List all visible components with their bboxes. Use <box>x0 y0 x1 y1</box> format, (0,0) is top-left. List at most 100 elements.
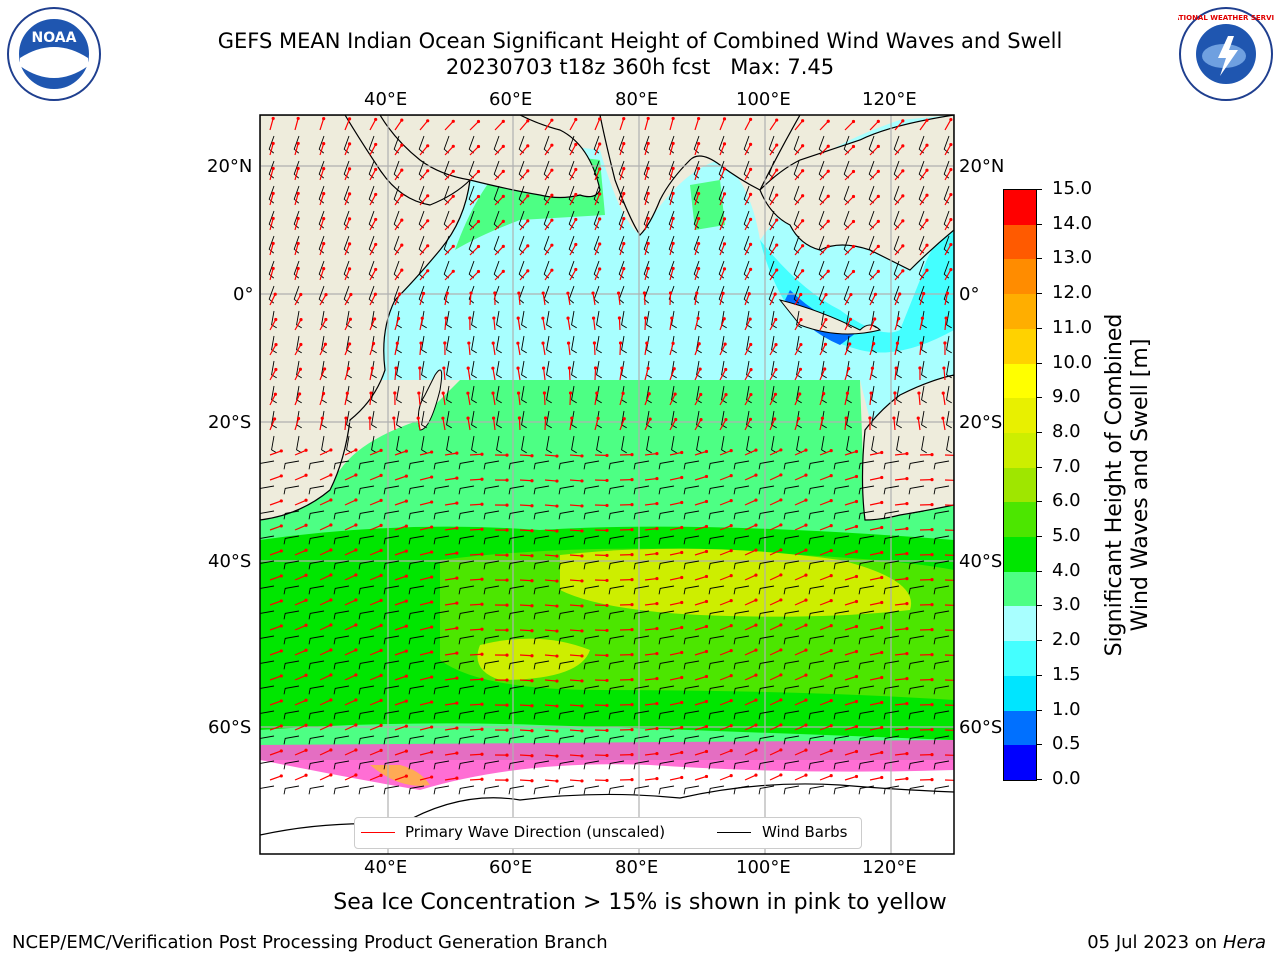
wave-direction-arrowhead <box>347 167 352 171</box>
wind-barb <box>458 660 475 670</box>
colorbar-tick-mark <box>1036 223 1042 225</box>
colorbar-tick-mark <box>1036 258 1042 260</box>
wave-direction-arrowhead <box>404 499 408 503</box>
wind-barb <box>596 435 602 454</box>
wave-direction-arrow <box>944 293 949 306</box>
wave-direction-arrow <box>844 625 857 631</box>
wave-direction-arrow <box>344 724 357 731</box>
wind-barb <box>433 585 450 595</box>
wave-direction-arrowhead <box>329 523 333 527</box>
wave-direction-arrow <box>619 143 625 156</box>
wave-direction-arrowhead <box>541 366 546 370</box>
wind-barb <box>896 360 902 379</box>
wave-direction-arrow <box>592 318 596 331</box>
wave-direction-arrowhead <box>774 343 778 347</box>
wave-direction-arrow <box>493 317 496 331</box>
wave-direction-arrowhead <box>672 367 676 371</box>
wave-direction-arrow <box>744 449 757 456</box>
wave-direction-arrow <box>294 474 307 481</box>
wave-direction-arrow <box>644 527 657 531</box>
wave-direction-arrow <box>544 219 553 231</box>
wave-direction-arrow <box>269 193 274 206</box>
wave-direction-arrowhead <box>630 777 634 782</box>
wave-direction-arrow <box>694 575 707 581</box>
wind-barb <box>808 660 825 670</box>
wave-direction-arrowhead <box>598 142 602 146</box>
wave-direction-arrowhead <box>530 554 534 558</box>
wave-direction-arrowhead <box>722 317 726 321</box>
wave-direction-arrowhead <box>630 652 634 657</box>
wave-direction-arrow <box>844 196 854 206</box>
wave-direction-arrowhead <box>567 366 572 370</box>
wave-direction-arrow <box>694 419 702 431</box>
wave-direction-arrowhead <box>329 623 333 627</box>
wave-direction-arrowhead <box>799 292 803 297</box>
wave-direction-arrow <box>744 219 752 231</box>
wind-barb <box>571 385 577 404</box>
wave-direction-arrowhead <box>622 216 626 221</box>
wave-direction-arrow <box>269 243 274 256</box>
wave-direction-arrowhead <box>905 626 909 631</box>
wind-barb <box>633 685 650 695</box>
wave-direction-arrowhead <box>347 342 352 346</box>
wave-direction-arrow <box>869 120 879 131</box>
wave-direction-arrow <box>394 750 407 756</box>
wave-direction-arrowhead <box>655 526 659 531</box>
wave-direction-arrow <box>794 120 804 131</box>
wave-direction-arrow <box>469 171 479 181</box>
wave-direction-arrow <box>269 675 282 681</box>
wind-barb <box>908 460 925 470</box>
wave-direction-arrow <box>844 550 857 556</box>
wave-direction-arrowhead <box>322 141 326 146</box>
wave-direction-arrowhead <box>451 119 455 123</box>
wind-barb <box>633 635 650 645</box>
wave-direction-arrowhead <box>925 243 929 247</box>
wind-barb <box>493 185 500 204</box>
wave-direction-arrow <box>719 600 732 606</box>
lat-label-right-20s: 20°S <box>959 412 1003 433</box>
wave-direction-arrow <box>294 218 299 231</box>
wind-barb <box>883 460 900 470</box>
wave-direction-arrowhead <box>729 699 733 703</box>
wind-barb <box>558 560 575 570</box>
wave-direction-arrowhead <box>323 342 327 346</box>
wave-direction-arrow <box>344 193 351 206</box>
wind-barb-legend-line <box>717 832 751 833</box>
wave-direction-arrowhead <box>480 627 484 631</box>
wave-direction-arrowhead <box>426 119 430 123</box>
wave-direction-arrow <box>769 749 782 756</box>
wind-barb <box>633 560 650 570</box>
wave-direction-arrow <box>467 393 471 406</box>
wave-direction-arrowhead <box>698 367 702 371</box>
wave-direction-arrow <box>518 292 521 306</box>
wind-barb <box>733 710 750 720</box>
wind-barb <box>458 610 475 620</box>
wind-barb <box>746 360 752 379</box>
wave-direction-arrow <box>443 367 446 381</box>
wave-direction-arrow <box>644 602 657 606</box>
vector-field <box>260 116 954 795</box>
lat-label-left-40s: 40°S <box>208 551 252 572</box>
wave-direction-arrow <box>917 418 921 431</box>
wave-direction-arrowhead <box>379 598 383 602</box>
wind-barb <box>708 760 725 770</box>
wave-direction-arrow <box>294 674 307 681</box>
wind-barb <box>358 710 375 720</box>
wind-barb <box>433 610 450 620</box>
wave-direction-arrowhead <box>329 498 333 502</box>
wind-barb <box>396 360 402 379</box>
wave-direction-legend-line <box>361 832 395 833</box>
wave-direction-arrow <box>694 143 700 156</box>
wave-direction-arrow <box>819 393 825 406</box>
wave-direction-arrowhead <box>854 474 859 479</box>
wave-direction-arrowhead <box>580 679 584 683</box>
wind-barb <box>308 585 325 595</box>
wave-direction-arrow <box>744 318 751 331</box>
wind-barb <box>493 260 500 279</box>
wind-barb <box>383 760 400 770</box>
wind-barb <box>483 710 500 720</box>
wind-barb <box>658 610 675 620</box>
wave-direction-arrow <box>869 343 875 356</box>
wave-direction-arrow <box>269 143 274 156</box>
wave-direction-arrowhead <box>271 191 275 196</box>
